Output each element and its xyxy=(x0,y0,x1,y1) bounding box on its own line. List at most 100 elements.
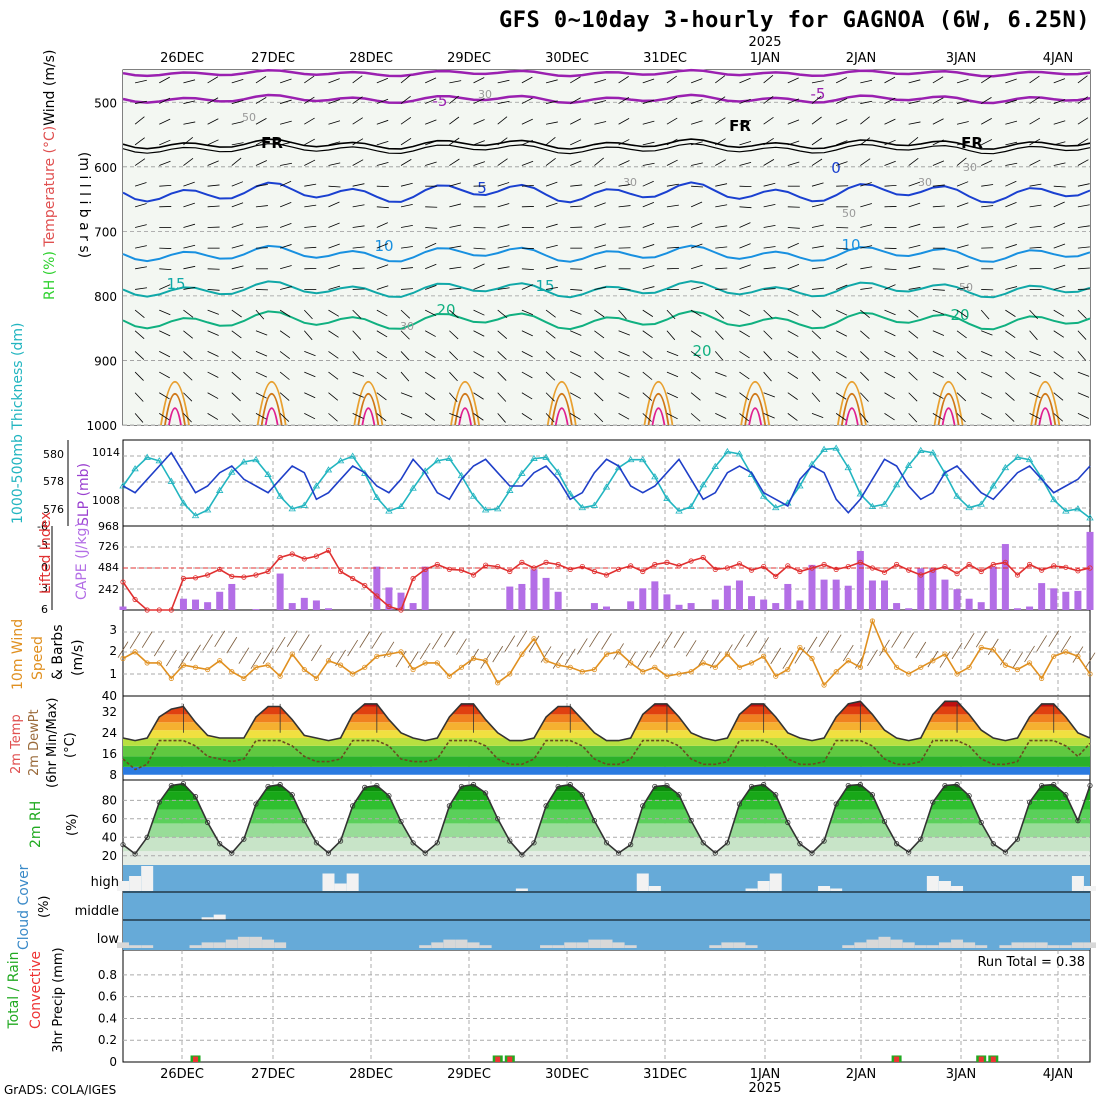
cape-bar xyxy=(881,580,889,610)
wind-barb xyxy=(521,351,533,358)
wind-barb xyxy=(787,119,800,125)
rh-series-point xyxy=(386,793,392,799)
wind-barb xyxy=(183,223,196,228)
surface-wind-barb xyxy=(915,641,927,659)
rh-series-point xyxy=(217,841,223,847)
wind-barb xyxy=(739,243,751,249)
surface-temp-contours xyxy=(160,380,1061,426)
wind-barb xyxy=(352,225,365,228)
date-label-top: 28DEC xyxy=(349,51,393,66)
rh-series-point xyxy=(543,803,549,809)
cloud-bar-low xyxy=(540,945,553,948)
wind-barb xyxy=(280,265,292,270)
wind-barb xyxy=(135,245,147,249)
wind-barb xyxy=(836,161,848,166)
thickness-series-point xyxy=(131,465,139,472)
rh-series-line xyxy=(122,782,1091,856)
wind-barb xyxy=(376,119,389,125)
wind-barb xyxy=(473,119,485,125)
wind-barb xyxy=(376,206,389,209)
wind-barb xyxy=(715,96,726,104)
wind-barb xyxy=(1053,264,1066,270)
rh-series-point xyxy=(603,840,610,846)
wind-speed-series-point xyxy=(555,662,561,668)
wind-barb xyxy=(956,223,969,228)
wind-barb xyxy=(690,222,703,228)
thickness-series-point xyxy=(252,455,260,463)
rh-series-point xyxy=(773,792,779,798)
thickness-ylabel: 1000-500mb Thickness (dm) xyxy=(10,323,26,524)
surface-wind-barb xyxy=(1036,635,1047,652)
wind-barb xyxy=(860,158,871,166)
wind-barb xyxy=(763,351,773,361)
wind-barb xyxy=(1053,78,1066,84)
cloud-bar-low xyxy=(902,942,915,948)
wind-barb xyxy=(425,119,437,125)
warm-contour xyxy=(933,380,964,426)
lifted-index-series-point xyxy=(168,607,174,613)
cape-bar xyxy=(1062,591,1070,610)
wind-speed-series-point xyxy=(301,666,307,673)
cape-bar xyxy=(385,587,393,610)
wind-speed-series-point xyxy=(773,673,779,679)
wind-barb xyxy=(159,118,171,125)
wind-barb xyxy=(1053,351,1064,359)
wind-barb xyxy=(304,392,316,399)
wind-barb xyxy=(497,79,510,84)
wind-barb xyxy=(473,371,485,379)
temp-ylabel: 2m DewPt xyxy=(27,709,42,776)
li-tick: 3 xyxy=(41,582,48,595)
contour-label: 20 xyxy=(692,342,711,360)
wind-barb xyxy=(400,159,412,166)
wind-barb xyxy=(400,96,411,104)
rh-ylabel: 2m RH xyxy=(28,801,44,848)
surface-wind-barb xyxy=(516,630,528,647)
wind-barb xyxy=(763,182,776,187)
wind-barb xyxy=(956,181,969,187)
lifted-index-series-point xyxy=(410,575,416,582)
surface-wind-barb xyxy=(1072,646,1084,663)
date-label-top: 31DEC xyxy=(643,51,687,66)
surface-wind-barb xyxy=(311,644,322,662)
wind-barb xyxy=(207,371,219,378)
wind-barb xyxy=(763,371,772,382)
wind-barb xyxy=(739,351,750,359)
wind-barb xyxy=(715,159,726,166)
wind-barb xyxy=(376,309,388,317)
lifted-index-series-point xyxy=(1002,559,1008,566)
wind-speed-series-point xyxy=(881,647,888,653)
lifted-index-series-point xyxy=(966,561,972,568)
temp-tick: 16 xyxy=(102,747,117,761)
wind-speed-series-point xyxy=(241,675,247,681)
contour-label: 10 xyxy=(374,237,393,255)
temp-band xyxy=(123,766,1090,775)
wind-barb xyxy=(1053,285,1066,290)
wind-barb xyxy=(594,330,605,339)
wind-barb xyxy=(497,158,508,166)
wind-barb xyxy=(787,263,800,270)
wind-barb xyxy=(328,371,339,380)
surface-wind-barb xyxy=(601,633,612,650)
date-label-bottom: 31DEC xyxy=(643,1067,687,1082)
contour-label: -5 xyxy=(811,85,826,103)
rh-series-point xyxy=(1087,782,1093,789)
wind-barb xyxy=(473,140,485,146)
rh-series-point xyxy=(676,792,682,798)
cape-bar xyxy=(506,586,514,610)
thickness-series-point xyxy=(663,494,671,501)
cloud-bar-low xyxy=(745,945,758,948)
thickness-series-point xyxy=(397,502,405,509)
wind-speed-series-line xyxy=(122,618,1091,687)
wind-barb xyxy=(691,185,704,188)
rh-series-point xyxy=(180,781,187,787)
cape-tick: 726 xyxy=(98,540,119,553)
surface-wind-barb xyxy=(1084,652,1096,669)
cape-bar xyxy=(808,564,816,610)
wind-barb xyxy=(497,392,507,402)
wind-barb xyxy=(304,183,317,187)
wind-barb xyxy=(473,284,485,290)
wind-speed-series-point xyxy=(748,660,755,666)
thickness-series-point xyxy=(409,484,417,491)
rh-series-point xyxy=(253,801,259,807)
wind-barb xyxy=(352,117,363,125)
